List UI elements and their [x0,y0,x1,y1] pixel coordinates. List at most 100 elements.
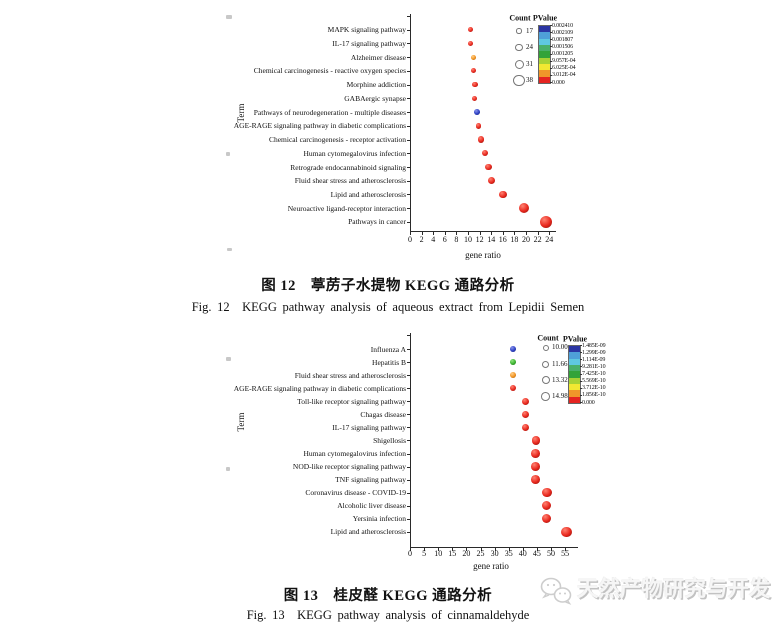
watermark-text: 天然产物研究与开发 [577,577,771,601]
colorbar-band [569,365,580,372]
count-legend-circle [514,59,524,69]
y-tick [407,492,410,494]
colorbar-tick [550,53,552,55]
y-tick [407,221,410,223]
count-legend-circle [542,344,549,351]
data-point [467,27,473,33]
colorbar-tick-label: 3.012E-04 [552,72,576,79]
x-tick [410,232,411,235]
colorbar-band [539,38,550,46]
colorbar-band [569,396,580,404]
y-tick [407,180,410,182]
x-tick [565,548,567,551]
term-label: Fluid shear stress and atherosclerosis [294,370,406,380]
x-tick-label: 6 [442,235,447,244]
count-legend-title: Count [509,13,531,23]
colorbar-tick [580,387,582,389]
count-legend-circle [516,28,522,34]
colorbar-tick [580,373,582,375]
x-tick-label: 16 [498,235,507,244]
data-point [540,215,553,228]
x-tick [456,232,458,235]
colorbar-tick [550,46,552,48]
colorbar-band [569,384,580,391]
data-point [467,40,473,46]
x-tick-label: 18 [510,235,519,244]
y-axis-title: Term [236,412,246,432]
colorbar-band [539,64,550,71]
term-label: Coronavirus disease - COVID-19 [305,488,406,498]
count-legend-label: 10.00 [552,343,568,352]
data-point [531,475,540,485]
data-point [531,449,540,458]
y-tick [407,98,410,100]
colorbar-tick [580,402,582,403]
y-tick [407,388,410,390]
x-tick [514,232,516,235]
data-point [521,410,529,418]
x-tick [526,232,527,235]
colorbar-tick [580,380,582,382]
colorbar-tick-label: 1.114E-09 [582,356,606,363]
pvalue-legend-title: PValue [562,334,588,343]
colorbar-tick-label: 0.000 [552,79,565,86]
figure-12-caption-zh: 图 12 葶苈子水提物 KEGG 通路分析 [261,278,515,294]
x-tick [536,548,538,551]
term-label: IL-17 signaling pathway [332,422,406,432]
term-label: Hepatitis B [372,357,406,367]
term-label: Lipid and atherosclerosis [330,527,406,537]
x-tick [551,548,552,551]
count-legend-label: 13.32 [552,375,568,384]
colorbar-tick [550,67,552,69]
term-label: Chemical carcinogenesis - receptor activ… [268,135,406,145]
x-tick [508,548,510,551]
count-legend-label: 24 [526,43,533,52]
data-point [470,54,476,60]
watermark: 天然产物研究与开发 [539,576,771,611]
colorbar-tick-label: 7.425E-10 [582,371,606,377]
x-axis [410,547,578,548]
colorbar-tick [550,39,552,41]
x-tick [494,548,496,551]
y-tick [407,362,410,364]
colorbar-band [539,57,550,65]
x-tick [433,232,435,235]
colorbar-tick-label: 0.001506 [552,43,573,50]
colorbar-tick [580,394,582,396]
figure-13-chart: 0 5 10 15 20 25 30 35 40 45 50 55 gene ratio Term Infl… [232,330,612,578]
colorbar-tick-label: 5.569E-10 [582,378,606,385]
pvalue-colorbar [538,25,551,84]
colorbar-tick-label: 0.002109 [552,29,573,36]
colorbar-tick-label: 0.000 [582,399,595,406]
term-label: Pathways in cancer [348,217,406,227]
term-label: Neuroactive ligand-receptor interaction [287,203,406,213]
term-label: Morphine addiction [346,80,406,90]
x-tick-label: 30 [490,549,499,558]
count-legend-title: Count [537,333,559,342]
colorbar-band [569,390,580,398]
x-tick-label: 14 [487,235,496,244]
colorbar-band [569,358,580,366]
x-tick-label: 45 [532,549,541,558]
data-point [510,385,517,392]
wechat-logo-icon [539,576,573,611]
y-tick [407,349,410,350]
x-tick [438,548,440,551]
x-tick-label: 10 [464,235,472,244]
term-label: GABAergic synapse [344,93,406,103]
x-tick-label: 22 [533,235,542,244]
x-tick [522,548,524,551]
data-point [531,436,541,445]
x-tick-label: 50 [547,549,555,558]
y-tick [407,84,410,86]
y-tick [407,518,410,520]
figure-13-caption-zh: 图 13 桂皮醛 KEGG 通路分析 [283,588,493,604]
x-tick [424,548,426,551]
data-point [472,82,478,88]
colorbar-band [539,32,550,40]
data-point [510,346,516,352]
y-tick [407,440,410,442]
term-label: Yersinia infection [352,514,406,524]
y-axis [410,14,411,231]
count-legend-label: 17 [526,26,533,35]
